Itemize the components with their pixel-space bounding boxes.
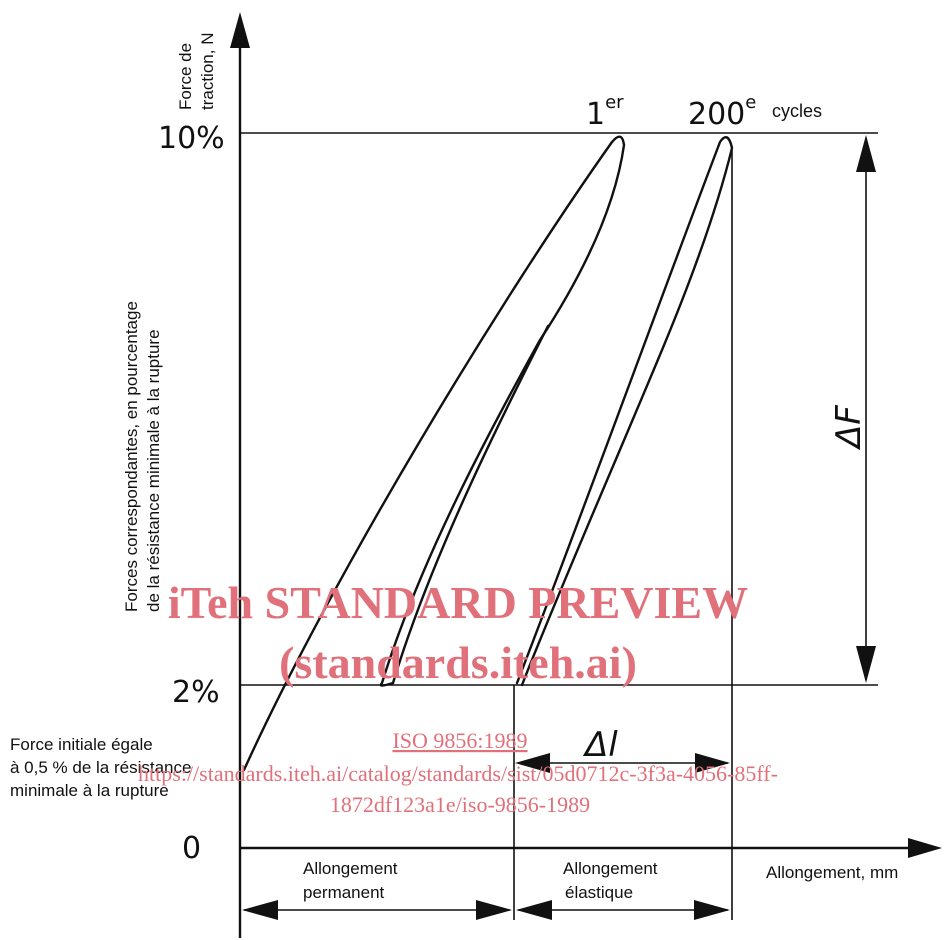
x-axis-arrow-icon — [908, 838, 942, 858]
delta-l-arrow-left-icon — [515, 753, 550, 773]
delta-f-arrow-up-icon — [856, 135, 876, 172]
initial-force-line2: à 0,5 % de la résistance — [10, 758, 191, 777]
side-label-line2: de la résistance minimale à la rupture — [144, 329, 163, 612]
tick-label-2pct: 2% — [172, 675, 220, 710]
initial-force-line1: Force initiale égale — [10, 735, 153, 754]
intermediate-loop-curve — [391, 324, 550, 685]
last-cycle-label: 200e — [688, 92, 756, 132]
delta-f-label: ΔF — [829, 405, 869, 451]
axes — [238, 40, 912, 938]
first-cycle-label: 1er — [586, 92, 624, 132]
watermark-doc-code-link[interactable]: ISO 9856:1989 — [392, 728, 527, 753]
last-loop-curve — [515, 136, 734, 687]
origin-label: 0 — [182, 831, 201, 866]
elastic-arrow-right-icon — [694, 900, 730, 920]
side-label-line1: Forces correspondantes, en pourcentage — [122, 301, 141, 612]
elastic-arrow-left-icon — [516, 900, 552, 920]
watermark-subtitle: (standards.iteh.ai) — [279, 637, 637, 688]
watermark-url-line2[interactable]: 1872df123a1e/iso-9856-1989 — [330, 792, 590, 817]
initial-force-line3: minimale à la rupture — [10, 781, 169, 800]
delta-l-arrow-right-icon — [695, 753, 730, 773]
watermark-title: iTeh STANDARD PREVIEW — [168, 577, 748, 628]
permanent-label-line1: Allongement — [303, 859, 398, 878]
permanent-arrow-right-icon — [476, 900, 512, 920]
y-axis-label-line1: Force de — [176, 43, 195, 110]
delta-l-label: Δl — [582, 725, 618, 765]
x-axis-label: Allongement, mm — [766, 863, 898, 882]
permanent-label-line2: permanent — [303, 883, 385, 902]
tick-label-10pct: 10% — [158, 121, 225, 156]
cycles-word: cycles — [772, 101, 822, 121]
watermark-url-line1[interactable]: https://standards.iteh.ai/catalog/standa… — [138, 761, 778, 786]
first-loading-curve — [242, 135, 626, 772]
y-axis-arrow-icon — [230, 12, 250, 48]
elastic-label-line2: élastique — [565, 883, 633, 902]
y-axis-label-line2: traction, N — [198, 33, 217, 110]
elastic-label-line1: Allongement — [563, 859, 658, 878]
delta-f-arrow-down-icon — [856, 646, 876, 683]
permanent-arrow-left-icon — [242, 900, 278, 920]
